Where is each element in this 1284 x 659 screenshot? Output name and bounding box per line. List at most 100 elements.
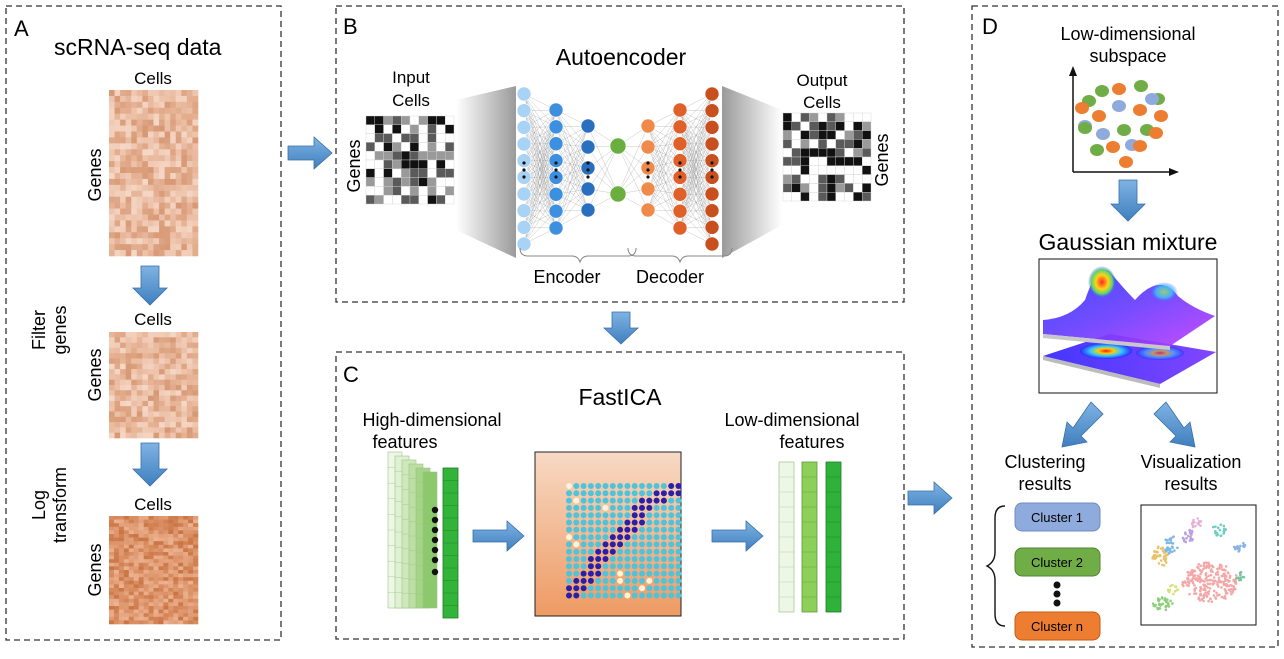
- heatmap-cell: [134, 577, 139, 581]
- heatmap-cell: [159, 102, 165, 108]
- heatmap-cell: [137, 364, 143, 370]
- heatmap-cell: [126, 390, 132, 396]
- matrix-cell: [845, 113, 854, 122]
- heatmap-cell: [120, 173, 126, 179]
- heatmap-cell: [165, 137, 171, 143]
- heatmap-cell: [119, 599, 124, 603]
- heatmap-cell: [154, 534, 159, 538]
- heatmap-cell: [168, 545, 173, 549]
- heatmap-cell: [154, 548, 159, 552]
- heatmap-cell: [192, 185, 198, 191]
- heatmap-cell: [120, 90, 126, 96]
- heatmap-cell: [131, 179, 137, 185]
- heatmap-cell: [154, 209, 160, 215]
- heatmap-cell: [120, 220, 126, 226]
- heatmap-cell: [168, 530, 173, 534]
- heatmap-cell: [114, 613, 119, 617]
- tsne-point: [1219, 529, 1222, 532]
- heatmap-cell: [187, 412, 193, 418]
- heatmap-cell: [114, 570, 119, 574]
- heatmap-cell: [131, 114, 137, 120]
- heatmap-cell: [170, 102, 176, 108]
- heatmap-cell: [154, 595, 159, 599]
- heatmap-cell: [148, 161, 154, 167]
- heatmap-cell: [159, 390, 165, 396]
- matrix-cell: [809, 139, 818, 148]
- heatmap-cell: [183, 599, 188, 603]
- ica-dot: [632, 549, 638, 555]
- heatmap-cell: [115, 364, 121, 370]
- clustering-results-label-2: results: [1018, 474, 1071, 494]
- heatmap-cell: [137, 120, 143, 126]
- heatmap-cell: [126, 90, 132, 96]
- heatmap-cell: [142, 417, 148, 423]
- heatmap-cell: [176, 132, 182, 138]
- ica-dot: [566, 549, 572, 555]
- heatmap-cell: [170, 209, 176, 215]
- tsne-point: [1164, 559, 1167, 562]
- heatmap-cell: [163, 620, 168, 624]
- heatmap-cell: [124, 556, 129, 560]
- heatmap-cell: [109, 369, 115, 375]
- heatmap-cell: [109, 390, 115, 396]
- ica-dot: [632, 505, 638, 511]
- heatmap-cell: [120, 197, 126, 203]
- heatmap-cell: [154, 337, 160, 343]
- heatmap-cell: [170, 203, 176, 209]
- ica-dot: [654, 534, 660, 540]
- heatmap-cell: [115, 238, 121, 244]
- heatmap-cell: [187, 143, 193, 149]
- tsne-point: [1157, 546, 1160, 549]
- heatmap-cell: [109, 167, 115, 173]
- ica-dot: [639, 483, 645, 489]
- matrix-cell: [862, 139, 871, 148]
- tsne-point: [1205, 576, 1208, 579]
- heatmap-cell: [131, 203, 137, 209]
- heatmap-cell: [176, 185, 182, 191]
- heatmap-cell: [154, 369, 160, 375]
- heatmap-cell: [187, 244, 193, 250]
- filter-genes-label-1: Filter: [29, 310, 49, 350]
- heatmap-cell: [165, 155, 171, 161]
- heatmap-cell: [115, 406, 121, 412]
- ellipsis-dot: [554, 175, 557, 178]
- matrix-cell: [445, 134, 454, 143]
- heatmap-cell: [188, 602, 193, 606]
- heatmap-cell: [193, 556, 198, 560]
- heatmap-cell: [119, 584, 124, 588]
- matrix-cell: [845, 131, 854, 140]
- heatmap-cell: [126, 161, 132, 167]
- heatmap-cell: [142, 343, 148, 349]
- ica-dot: [566, 483, 572, 489]
- heatmap-cell: [114, 523, 119, 527]
- ica-dot: [624, 534, 630, 540]
- arrow-b-to-c: [604, 312, 638, 344]
- matrix-cell: [783, 157, 792, 166]
- heatmap-cell: [149, 538, 154, 542]
- heatmap-cell: [142, 348, 148, 354]
- heatmap-cell: [137, 396, 143, 402]
- heatmap-cell: [170, 96, 176, 102]
- heatmap-cell: [144, 602, 149, 606]
- ica-dot: [639, 541, 645, 547]
- matrix-cell: [801, 166, 810, 175]
- heatmap-cell: [120, 226, 126, 232]
- heatmap-cell: [176, 337, 182, 343]
- tsne-point: [1165, 608, 1168, 611]
- matrix-cell: [827, 122, 836, 131]
- heatmap-cell: [119, 538, 124, 542]
- matrix-cell: [836, 166, 845, 175]
- heatmap-cell: [173, 527, 178, 531]
- tsne-point: [1229, 576, 1232, 579]
- tsne-point: [1169, 600, 1172, 603]
- heatmap-cell: [131, 244, 137, 250]
- heatmap-cell: [142, 406, 148, 412]
- heatmap-cell: [148, 396, 154, 402]
- tsne-point: [1154, 554, 1157, 557]
- heatmap-cell: [131, 209, 137, 215]
- heatmap-cell: [159, 155, 165, 161]
- ica-dot: [573, 549, 579, 555]
- heatmap-cell: [170, 337, 176, 343]
- heatmap-cell: [158, 516, 163, 520]
- heatmap-cell: [154, 167, 160, 173]
